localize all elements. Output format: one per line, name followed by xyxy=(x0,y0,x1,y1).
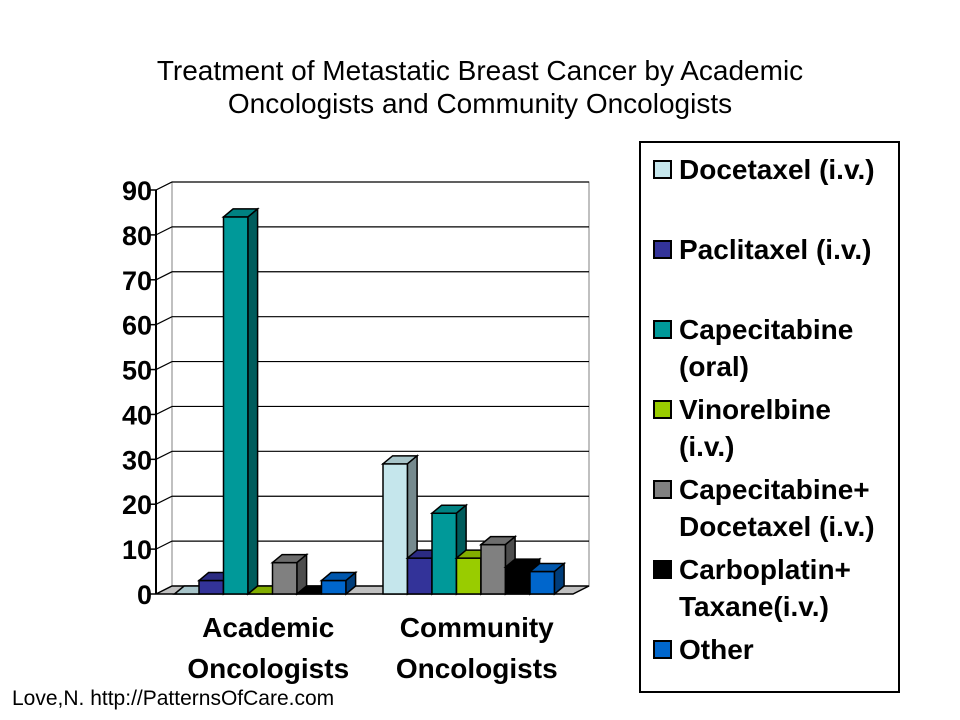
gridline xyxy=(155,181,589,191)
legend-swatch xyxy=(653,640,672,659)
bar-front xyxy=(431,512,458,595)
legend-label-line: Paclitaxel (i.v.) xyxy=(679,234,872,265)
bars xyxy=(172,207,567,596)
bar-front xyxy=(271,561,298,595)
y-axis: 0 10 20 30 40 50 60 70 80 90 xyxy=(122,176,157,610)
legend-swatch xyxy=(653,560,672,579)
legend-label-line: Capecitabine+ xyxy=(679,474,870,505)
legend-label: Docetaxel (i.v.) xyxy=(679,151,907,188)
x-category-label: Community xyxy=(400,612,554,643)
legend-label: Carboplatin+ Taxane(i.v.) xyxy=(679,551,907,625)
y-tick-label: 90 xyxy=(122,176,152,206)
bar-front xyxy=(480,543,507,595)
chart-title-line-1: Treatment of Metastatic Breast Cancer by… xyxy=(156,55,804,86)
y-tick-label: 50 xyxy=(122,356,152,386)
bar-side xyxy=(247,207,259,596)
legend-swatch xyxy=(653,320,672,339)
legend-label-line: (i.v.) xyxy=(679,431,735,462)
legend-label: Paclitaxel (i.v.) xyxy=(679,231,907,268)
bar-front xyxy=(529,570,556,595)
x-category-label: Oncologists xyxy=(187,653,349,684)
y-tick-label: 10 xyxy=(122,535,152,565)
bar xyxy=(527,561,567,596)
y-tick-label: 40 xyxy=(122,400,152,430)
x-axis: Academic Oncologists Community Oncologists xyxy=(187,612,557,684)
gridline xyxy=(155,360,589,371)
y-tick-label: 20 xyxy=(122,490,152,520)
legend-swatch xyxy=(653,240,672,259)
gridline xyxy=(155,226,589,236)
bar xyxy=(221,207,260,596)
y-tick-label: 80 xyxy=(122,221,152,251)
bar xyxy=(319,570,358,596)
gridline xyxy=(155,450,589,460)
legend-label: Capecitabine (oral) xyxy=(679,311,907,385)
legend-label-line: Taxane(i.v.) xyxy=(679,591,829,622)
y-tick-label: 0 xyxy=(137,580,152,610)
bar-front xyxy=(455,557,482,595)
legend-label: Capecitabine+ Docetaxel (i.v.) xyxy=(679,471,907,545)
bar-front xyxy=(504,566,531,595)
legend-label-line: Vinorelbine xyxy=(679,394,831,425)
source-credit: Love,N. http://PatternsOfCare.com xyxy=(12,687,335,710)
bar-front xyxy=(222,216,249,595)
legend-swatch xyxy=(653,480,672,499)
side-wall xyxy=(155,181,173,595)
chart-title-line-2: Oncologists and Community Oncologists xyxy=(227,88,733,119)
legend-label-line: Docetaxel (i.v.) xyxy=(679,154,875,185)
legend-label-line: Docetaxel (i.v.) xyxy=(679,511,875,542)
legend-label-line: Capecitabine xyxy=(679,314,854,345)
chart-title: Treatment of Metastatic Breast Cancer by… xyxy=(0,54,960,120)
bar-side xyxy=(345,570,357,596)
gridline xyxy=(155,495,589,505)
legend-swatch xyxy=(653,160,672,179)
bar-front xyxy=(406,557,433,595)
gridline xyxy=(155,271,589,281)
chart-walls xyxy=(155,181,590,595)
legend-label-line: Carboplatin+ xyxy=(679,554,851,585)
bar xyxy=(503,557,542,596)
bar-side xyxy=(553,561,565,596)
legend: Docetaxel (i.v.) Paclitaxel (i.v.) Capecit… xyxy=(639,141,900,693)
bar-front xyxy=(198,579,225,595)
legend-label: Vinorelbine (i.v.) xyxy=(679,391,907,465)
gridline xyxy=(155,316,589,326)
legend-label-line: (oral) xyxy=(679,351,749,382)
bar xyxy=(270,552,309,596)
x-category-label: Academic xyxy=(202,612,334,643)
legend-swatch xyxy=(653,400,672,419)
gridline xyxy=(155,405,589,415)
legend-label-line: Other xyxy=(679,634,754,665)
bar-front xyxy=(382,463,409,595)
x-category-label: Oncologists xyxy=(396,653,558,684)
y-tick-label: 30 xyxy=(122,445,152,475)
y-tick-label: 70 xyxy=(122,266,152,296)
legend-label: Other xyxy=(679,631,907,668)
y-tick-label: 60 xyxy=(122,311,152,341)
bar-front xyxy=(320,579,347,595)
